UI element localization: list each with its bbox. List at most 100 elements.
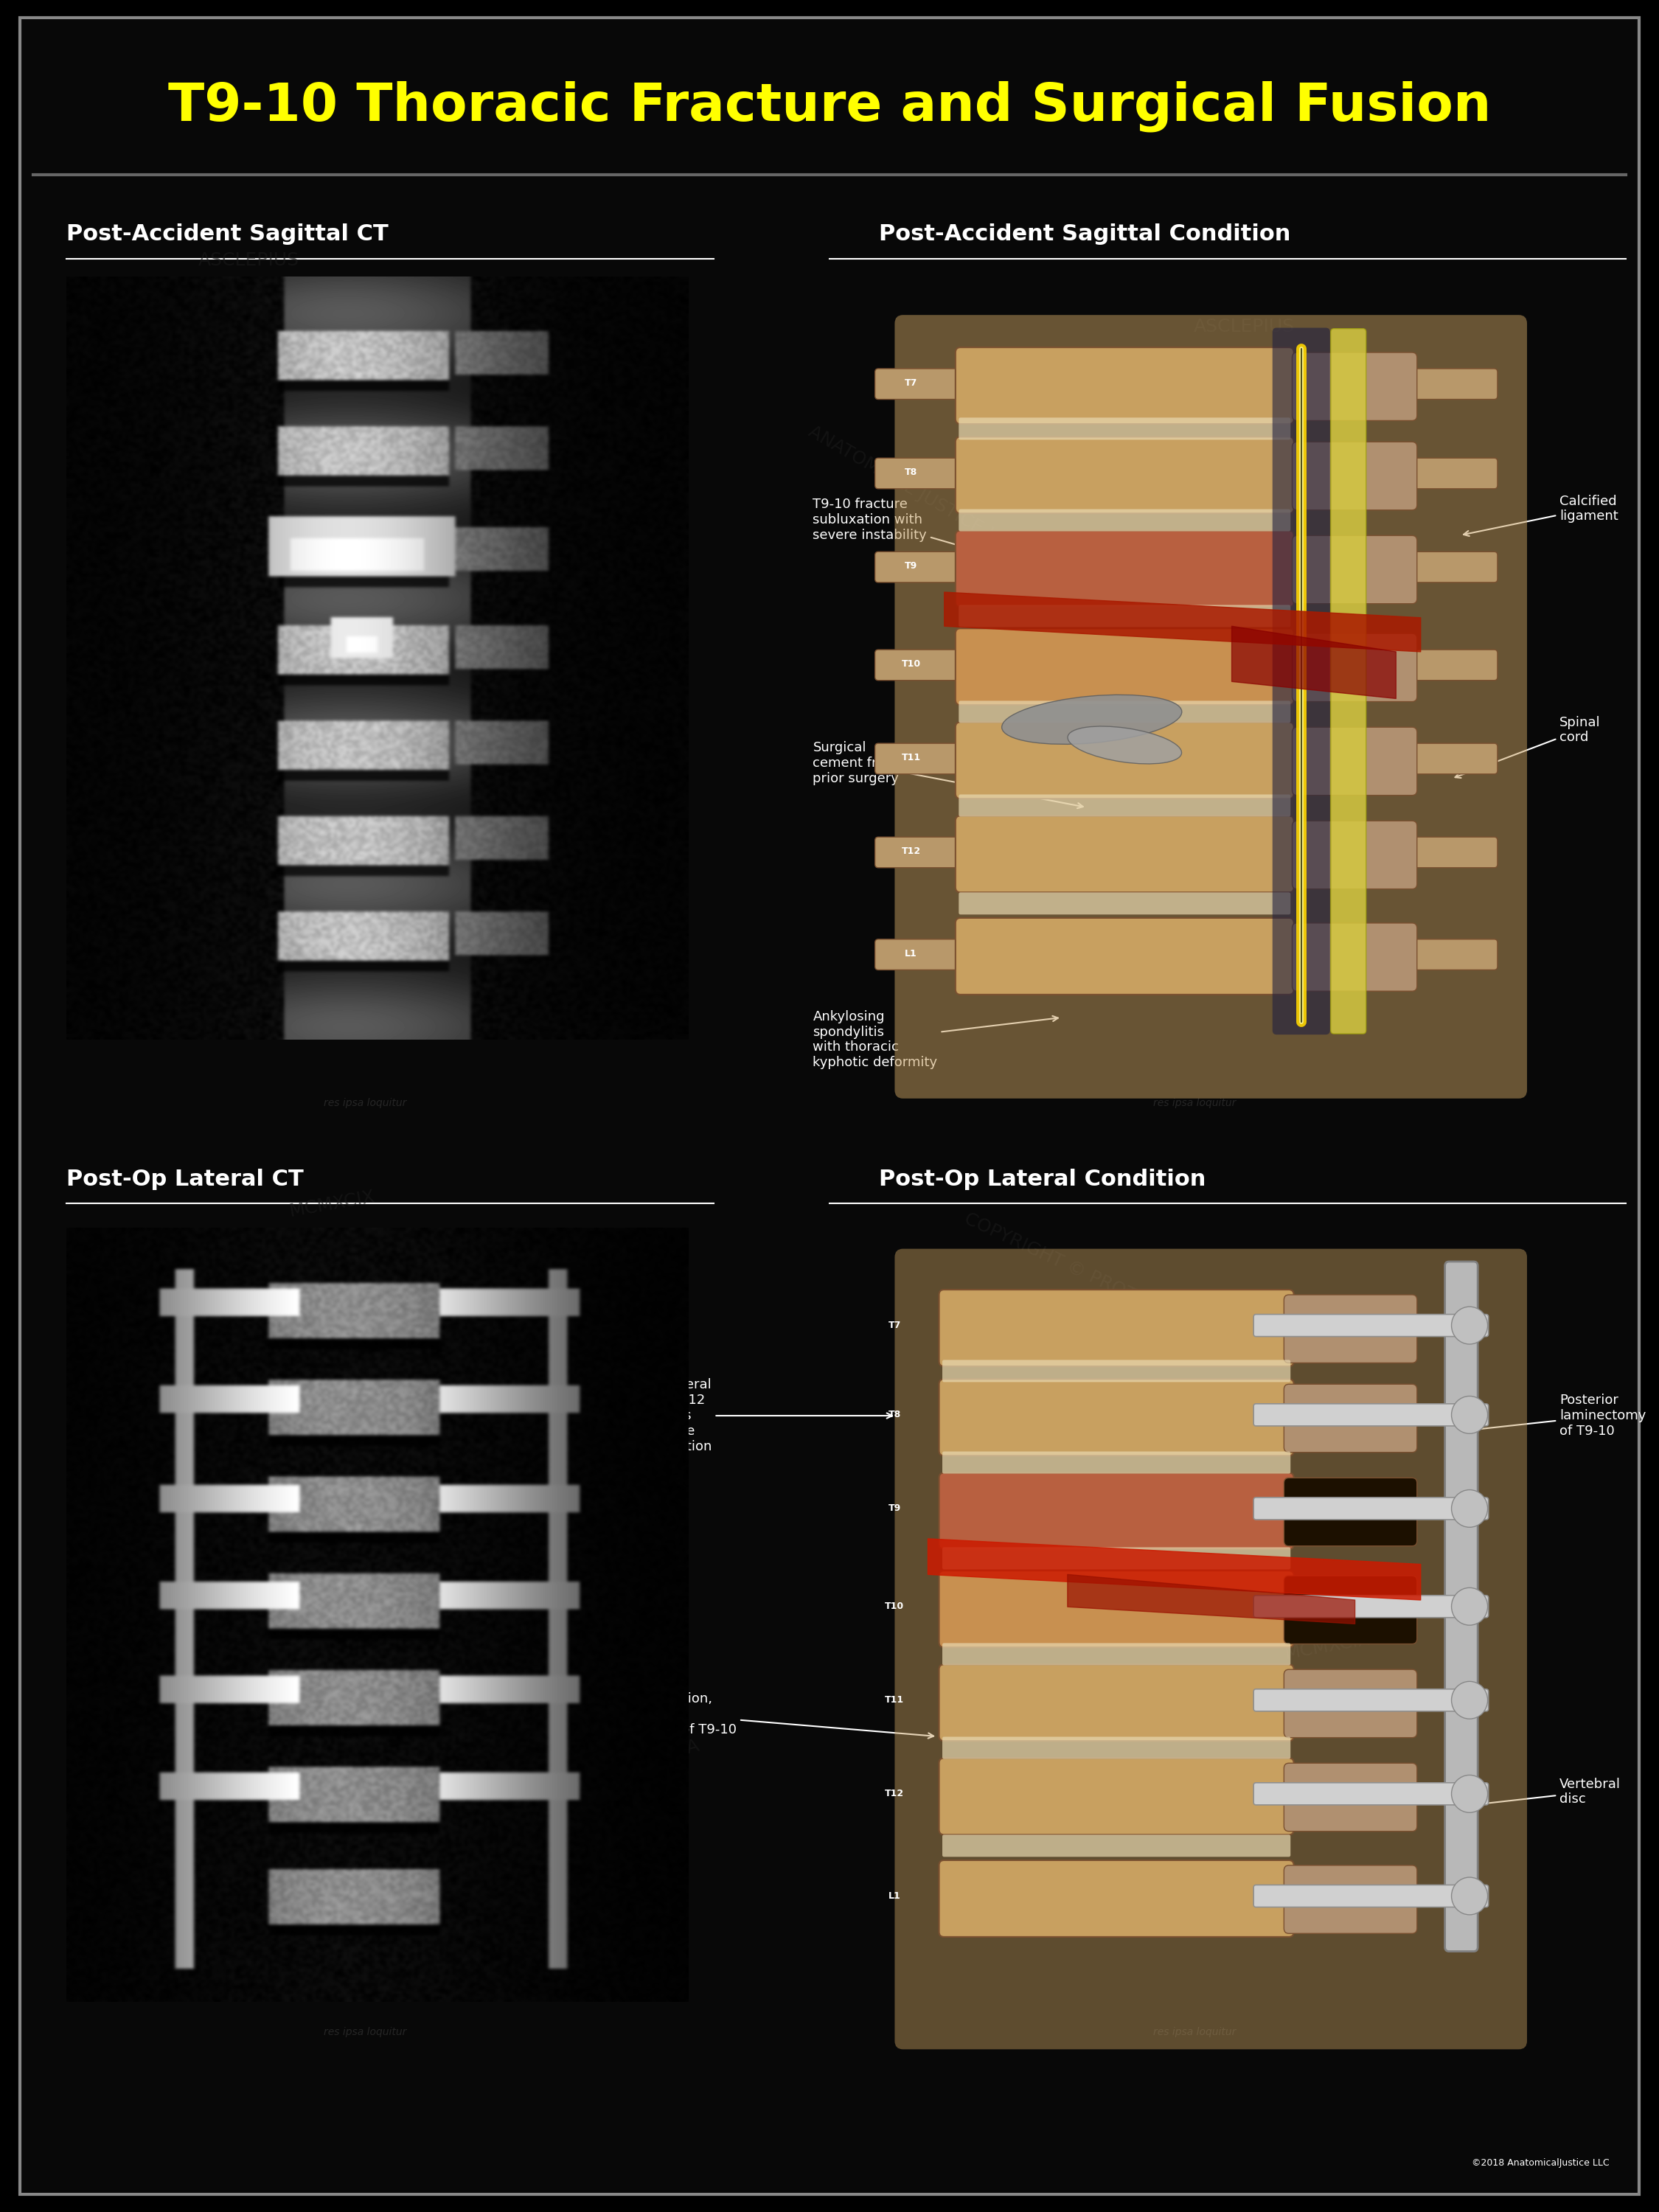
Text: MCMXCIX: MCMXCIX (1282, 1630, 1372, 1663)
Text: Post-Accident Sagittal Condition: Post-Accident Sagittal Condition (879, 223, 1291, 246)
FancyBboxPatch shape (1284, 1670, 1417, 1739)
Text: res ipsa loquitur: res ipsa loquitur (324, 2026, 406, 2037)
FancyBboxPatch shape (1284, 1763, 1417, 1832)
Text: L1: L1 (889, 1891, 901, 1900)
Text: Open reduction,
fracture
dislocation of T9-10: Open reduction, fracture dislocation of … (606, 1692, 934, 1739)
Circle shape (1452, 1681, 1488, 1719)
Text: Ankylosing
spondylitis
with thoracic
kyphotic deformity: Ankylosing spondylitis with thoracic kyp… (813, 1011, 1058, 1068)
FancyBboxPatch shape (1400, 369, 1498, 400)
FancyBboxPatch shape (1254, 1885, 1488, 1907)
Text: Post-Op Lateral CT: Post-Op Lateral CT (66, 1168, 304, 1190)
Circle shape (1452, 1774, 1488, 1812)
FancyBboxPatch shape (959, 604, 1291, 628)
FancyBboxPatch shape (1292, 821, 1417, 889)
FancyBboxPatch shape (1292, 442, 1417, 511)
FancyBboxPatch shape (874, 940, 972, 969)
FancyBboxPatch shape (942, 1736, 1291, 1759)
Text: ASCLEPIUS: ASCLEPIUS (1194, 319, 1294, 336)
FancyBboxPatch shape (894, 1250, 1526, 2048)
FancyBboxPatch shape (1331, 330, 1365, 1033)
FancyBboxPatch shape (1400, 650, 1498, 681)
Text: Spinal
cord: Spinal cord (1455, 717, 1601, 779)
Text: T7: T7 (904, 378, 917, 387)
FancyBboxPatch shape (1284, 1478, 1417, 1546)
FancyBboxPatch shape (959, 509, 1291, 531)
Text: T9: T9 (904, 562, 917, 571)
Text: ANATOMICAL JUSTICE LLC: ANATOMICAL JUSTICE LLC (141, 1418, 357, 1553)
Text: T8: T8 (904, 467, 917, 478)
FancyBboxPatch shape (939, 1571, 1294, 1648)
Circle shape (1452, 1307, 1488, 1345)
Text: Posterior
laminectomy
of T9-10: Posterior laminectomy of T9-10 (1463, 1394, 1646, 1438)
Text: COPYRIGHT © PROTECTED: COPYRIGHT © PROTECTED (382, 657, 614, 779)
Text: ANATOMICAL JUSTICE LLC: ANATOMICAL JUSTICE LLC (805, 422, 1020, 557)
FancyBboxPatch shape (1254, 1595, 1488, 1617)
FancyBboxPatch shape (942, 1451, 1291, 1473)
FancyBboxPatch shape (874, 650, 972, 681)
Text: T7: T7 (888, 1321, 901, 1329)
Circle shape (1452, 1588, 1488, 1626)
Text: ASCLEPIUS: ASCLEPIUS (199, 252, 299, 270)
Text: ATHENA: ATHENA (625, 1736, 702, 1774)
FancyBboxPatch shape (1254, 1783, 1488, 1805)
FancyBboxPatch shape (1284, 1294, 1417, 1363)
FancyBboxPatch shape (939, 1759, 1294, 1834)
FancyBboxPatch shape (942, 1834, 1291, 1856)
FancyBboxPatch shape (956, 347, 1294, 425)
FancyBboxPatch shape (1272, 327, 1331, 1035)
Ellipse shape (1002, 695, 1181, 743)
Text: Post-Op Lateral Condition: Post-Op Lateral Condition (879, 1168, 1206, 1190)
Circle shape (1452, 1491, 1488, 1526)
FancyBboxPatch shape (956, 816, 1294, 891)
FancyBboxPatch shape (939, 1663, 1294, 1741)
FancyBboxPatch shape (1400, 458, 1498, 489)
Circle shape (1452, 1396, 1488, 1433)
Text: T12: T12 (884, 1790, 904, 1798)
FancyBboxPatch shape (1292, 922, 1417, 991)
Circle shape (1452, 1878, 1488, 1916)
FancyBboxPatch shape (874, 458, 972, 489)
FancyBboxPatch shape (939, 1378, 1294, 1455)
FancyBboxPatch shape (959, 701, 1291, 723)
Text: res ipsa loquitur: res ipsa loquitur (1153, 2026, 1236, 2037)
Text: Posterior lateral
fusion of T7-12
using Globus
CREO pedicle
instrumentation: Posterior lateral fusion of T7-12 using … (606, 1378, 893, 1453)
Text: T12: T12 (901, 847, 921, 856)
FancyBboxPatch shape (1400, 940, 1498, 969)
Text: T10: T10 (901, 659, 921, 668)
FancyBboxPatch shape (939, 1473, 1294, 1548)
FancyBboxPatch shape (939, 1860, 1294, 1938)
Text: COPYRIGHT © PROTECTED: COPYRIGHT © PROTECTED (962, 1210, 1194, 1332)
Ellipse shape (1068, 726, 1181, 763)
Text: T8: T8 (888, 1409, 901, 1420)
FancyBboxPatch shape (959, 891, 1291, 914)
FancyBboxPatch shape (1292, 535, 1417, 604)
FancyBboxPatch shape (942, 1360, 1291, 1382)
FancyBboxPatch shape (1284, 1865, 1417, 1933)
FancyBboxPatch shape (942, 1546, 1291, 1571)
FancyBboxPatch shape (1445, 1261, 1478, 1951)
FancyBboxPatch shape (956, 918, 1294, 995)
FancyBboxPatch shape (874, 743, 972, 774)
FancyBboxPatch shape (1400, 743, 1498, 774)
FancyBboxPatch shape (942, 1644, 1291, 1666)
Text: ATHENA: ATHENA (1123, 962, 1199, 1000)
Text: T9-10 Thoracic Fracture and Surgical Fusion: T9-10 Thoracic Fracture and Surgical Fus… (168, 80, 1491, 133)
FancyBboxPatch shape (939, 1290, 1294, 1367)
FancyBboxPatch shape (874, 551, 972, 582)
Text: T11: T11 (901, 752, 921, 763)
FancyBboxPatch shape (1292, 728, 1417, 796)
FancyBboxPatch shape (1254, 1498, 1488, 1520)
FancyBboxPatch shape (956, 436, 1294, 513)
Text: T9: T9 (888, 1504, 901, 1513)
Text: T9-10 fracture
subluxation with
severe instability: T9-10 fracture subluxation with severe i… (813, 498, 1058, 575)
FancyBboxPatch shape (1284, 1385, 1417, 1453)
FancyBboxPatch shape (956, 628, 1294, 706)
Text: Vertebral
disc: Vertebral disc (1455, 1778, 1621, 1809)
FancyBboxPatch shape (956, 721, 1294, 799)
FancyBboxPatch shape (959, 418, 1291, 440)
FancyBboxPatch shape (1292, 352, 1417, 420)
FancyBboxPatch shape (1254, 1314, 1488, 1336)
FancyBboxPatch shape (874, 836, 972, 867)
FancyBboxPatch shape (874, 369, 972, 400)
Text: T10: T10 (884, 1601, 904, 1610)
